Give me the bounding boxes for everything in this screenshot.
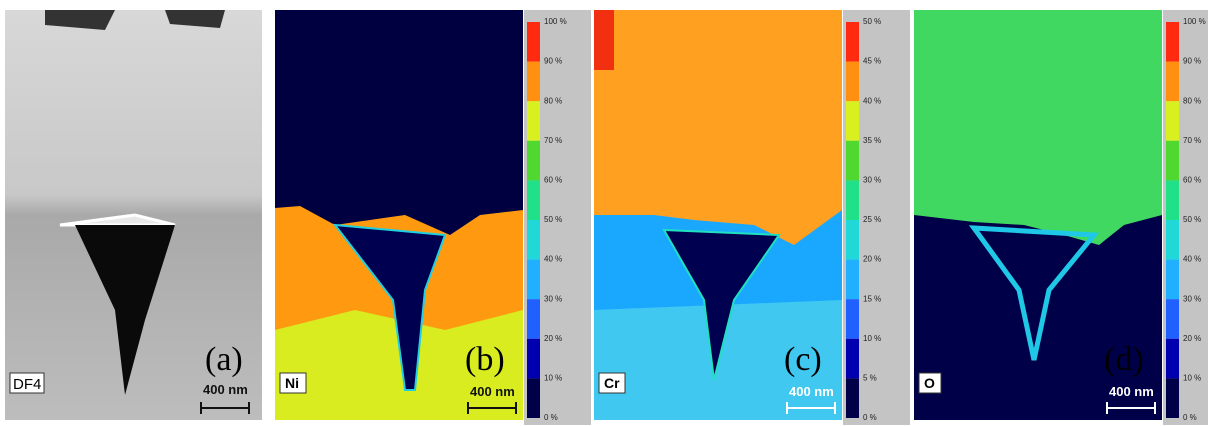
colorbar-segment (527, 140, 540, 181)
colorbar-tick-label: 60 % (1183, 176, 1201, 185)
image-tag: O (924, 375, 935, 391)
colorbar-tick-label: 5 % (863, 374, 877, 383)
scale-bar-label: 400 nm (1109, 384, 1154, 399)
colorbar-tick-label: 10 % (544, 374, 562, 383)
colorbar-tick-label: 50 % (863, 17, 881, 26)
panel-label: (a) (205, 341, 243, 378)
colorbar-tick-label: 35 % (863, 136, 881, 145)
colorbar-tick-label: 40 % (863, 96, 881, 105)
colorbar-tick-label: 45 % (863, 57, 881, 66)
colorbar-tick-label: 50 % (544, 215, 562, 224)
colorbar: 50 % 45 % 40 % 35 % 30 % 25 % 20 % 15 % 10 % 5 % 0… (843, 10, 910, 425)
colorbar: 100 % 90 % 80 % 70 % 60 % 50 % 40 % 30 % 20 % 10 … (1163, 10, 1208, 425)
colorbar-segment (1166, 259, 1179, 300)
colorbar-tick-label: 0 % (863, 413, 877, 422)
colorbar-segment (1166, 22, 1179, 62)
colorbar-tick-label: 20 % (1183, 334, 1201, 343)
crack (75, 225, 175, 395)
colorbar-tick-label: 100 % (544, 17, 567, 26)
colorbar-tick-label: 30 % (863, 176, 881, 185)
colorbar-segment (846, 259, 859, 300)
colorbar-segment (846, 338, 859, 379)
colorbar-segment (846, 22, 859, 62)
colorbar-segment (846, 220, 859, 260)
colorbar-tick-label: 80 % (544, 96, 562, 105)
colorbar-tick-label: 10 % (1183, 374, 1201, 383)
colorbar-tick-label: 60 % (544, 176, 562, 185)
colorbar-tick-label: 20 % (863, 255, 881, 264)
colorbar-tick-label: 100 % (1183, 17, 1206, 26)
colorbar-segment (527, 22, 540, 62)
colorbar-segment (527, 378, 540, 418)
colorbar-segment (527, 259, 540, 300)
colorbar-segment (1166, 180, 1179, 220)
colorbar-segment (1166, 338, 1179, 379)
image-tag: DF4 (13, 376, 41, 393)
colorbar-tick-label: 90 % (544, 57, 562, 66)
colorbar-segment (846, 61, 859, 102)
colorbar-segment (1166, 140, 1179, 181)
panel-label: (c) (784, 341, 822, 378)
colorbar-tick-label: 40 % (1183, 255, 1201, 264)
scale-bar-label: 400 nm (789, 384, 834, 399)
colorbar-segment (527, 61, 540, 102)
colorbar-segment (846, 378, 859, 418)
colorbar-segment (1166, 220, 1179, 260)
colorbar-tick-label: 70 % (1183, 136, 1201, 145)
colorbar-tick-label: 30 % (544, 294, 562, 303)
panel-a: (a) DF4 400 nm (5, 10, 262, 420)
colorbar-tick-label: 20 % (544, 334, 562, 343)
colorbar: 100 % 90 % 80 % 70 % 60 % 50 % 40 % 30 % 20 % 10 … (524, 10, 591, 425)
panel-d: (d) O 400 nm (914, 10, 1162, 420)
colorbar-tick-label: 80 % (1183, 96, 1201, 105)
colorbar-segment (1166, 61, 1179, 102)
scale-bar-label: 400 nm (203, 382, 248, 397)
colorbar-tick-label: 10 % (863, 334, 881, 343)
colorbar-segment (527, 338, 540, 379)
colorbar-tick-label: 70 % (544, 136, 562, 145)
panel-label: (d) (1104, 341, 1144, 378)
colorbar-segment (527, 299, 540, 339)
panel-c: (c) Cr 400 nm (594, 10, 842, 420)
colorbar-segment (527, 101, 540, 141)
scale-bar-label: 400 nm (470, 384, 515, 399)
colorbar-tick-label: 30 % (1183, 294, 1201, 303)
colorbar-segment (1166, 101, 1179, 141)
colorbar-tick-label: 90 % (1183, 57, 1201, 66)
colorbar-segment (846, 140, 859, 181)
colorbar-tick-label: 15 % (863, 294, 881, 303)
colorbar-tick-label: 0 % (544, 413, 558, 422)
image-tag: Cr (604, 375, 620, 391)
panel-label: (b) (465, 341, 505, 378)
colorbar-segment (527, 220, 540, 260)
colorbar-segment (1166, 299, 1179, 339)
colorbar-tick-label: 25 % (863, 215, 881, 224)
panel-b: (b) Ni 400 nm (275, 10, 523, 420)
colorbar-segment (846, 101, 859, 141)
colorbar-segment (527, 180, 540, 220)
colorbar-segment (846, 180, 859, 220)
colorbar-segment (1166, 378, 1179, 418)
colorbar-tick-label: 50 % (1183, 215, 1201, 224)
colorbar-tick-label: 40 % (544, 255, 562, 264)
image-tag: Ni (285, 375, 299, 391)
colorbar-segment (846, 299, 859, 339)
colorbar-tick-label: 0 % (1183, 413, 1197, 422)
